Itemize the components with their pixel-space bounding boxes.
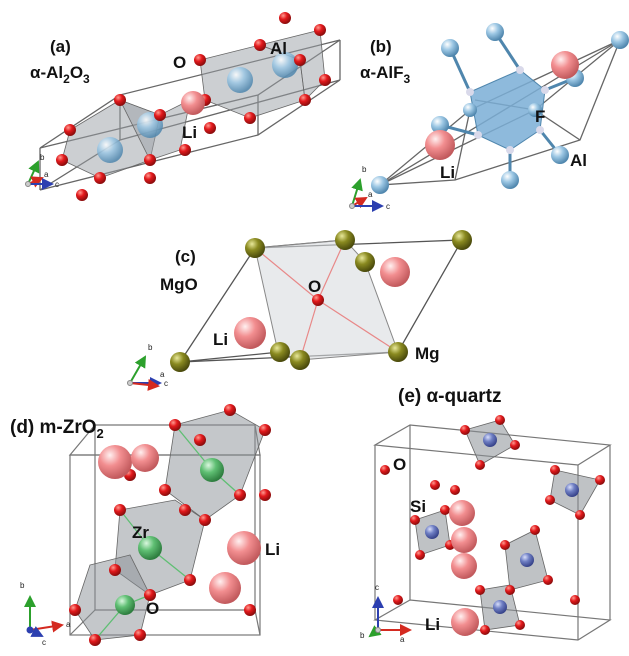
panel-d: (d) m-ZrO2 Zr Li O b a c bbox=[10, 404, 280, 647]
panel-a-tag: (a) bbox=[50, 37, 71, 56]
label-si-e: Si bbox=[410, 497, 426, 516]
axis-triad-a: b a c bbox=[25, 153, 59, 190]
svg-text:c: c bbox=[55, 180, 59, 189]
panel-e: (e) α-quartz O Si Li c a b bbox=[360, 386, 612, 644]
panel-c-formula: MgO bbox=[160, 275, 198, 294]
svg-text:b: b bbox=[40, 153, 45, 162]
label-f-b: F bbox=[535, 107, 545, 126]
svg-text:a: a bbox=[160, 370, 165, 379]
oxygen-atoms-d bbox=[69, 404, 271, 646]
panel-c-tag: (c) bbox=[175, 247, 196, 266]
panel-b-tag: (b) bbox=[370, 37, 392, 56]
panel-e-tag: (e) α-quartz bbox=[398, 386, 502, 407]
li-atoms-d bbox=[98, 444, 261, 604]
svg-text:a: a bbox=[368, 190, 373, 199]
axis-triad-c: b a c bbox=[127, 343, 168, 391]
label-o-d: O bbox=[146, 599, 159, 618]
axis-triad-d: b a c bbox=[20, 581, 71, 647]
axis-triad-e: c a b bbox=[360, 583, 412, 644]
al-atoms-b bbox=[371, 23, 629, 194]
panel-c: (c) MgO O Li Mg b a c bbox=[127, 230, 472, 391]
label-li-c: Li bbox=[213, 330, 228, 349]
al-atoms-a bbox=[97, 52, 298, 163]
label-mg-c: Mg bbox=[415, 344, 440, 363]
zr-atoms-d bbox=[115, 458, 224, 615]
axis-triad-b: b a c bbox=[349, 165, 390, 212]
f-atoms-b bbox=[466, 66, 549, 154]
panel-a: (a) α-Al2O3 O Al Li b a c bbox=[25, 12, 341, 201]
panel-a-formula: α-Al2O3 bbox=[30, 63, 90, 86]
label-al-a: Al bbox=[270, 39, 287, 58]
li-atom-c-left bbox=[234, 317, 266, 349]
svg-text:b: b bbox=[148, 343, 153, 352]
label-al-b: Al bbox=[570, 151, 587, 170]
li-atom-a bbox=[181, 91, 205, 115]
li-atom-c-right bbox=[380, 257, 410, 287]
svg-text:b: b bbox=[362, 165, 367, 174]
label-zr-d: Zr bbox=[132, 523, 149, 542]
svg-text:a: a bbox=[400, 635, 405, 644]
oxygen-atom-c bbox=[312, 294, 324, 306]
panel-b: (b) α-AlF3 F Li Al b a c bbox=[349, 23, 629, 212]
svg-text:b: b bbox=[360, 631, 365, 640]
label-o-e: O bbox=[393, 455, 406, 474]
label-o-c: O bbox=[308, 277, 321, 296]
svg-text:c: c bbox=[386, 202, 390, 211]
label-o-a: O bbox=[173, 53, 186, 72]
li-atom-b-lower bbox=[425, 130, 455, 160]
zro-polyhedra-d bbox=[74, 409, 266, 641]
svg-text:c: c bbox=[42, 638, 46, 647]
li-atoms-e bbox=[449, 500, 479, 636]
unit-cell-e bbox=[373, 424, 612, 641]
oxygen-atoms-e bbox=[380, 415, 605, 635]
svg-text:a: a bbox=[66, 620, 71, 629]
li-atom-b-upper bbox=[551, 51, 579, 79]
mg-o-bonds-c bbox=[254, 239, 399, 361]
svg-text:b: b bbox=[20, 581, 25, 590]
svg-text:c: c bbox=[375, 583, 379, 592]
svg-text:c: c bbox=[164, 379, 168, 388]
mgo-octahedron-c bbox=[254, 239, 399, 361]
oxygen-atoms-a bbox=[56, 12, 331, 201]
label-li-d: Li bbox=[265, 540, 280, 559]
label-li-a: Li bbox=[182, 123, 197, 142]
si-atoms-e bbox=[425, 433, 579, 614]
panel-b-formula: α-AlF3 bbox=[360, 63, 411, 86]
label-li-e: Li bbox=[425, 615, 440, 634]
svg-text:a: a bbox=[44, 170, 49, 179]
panel-d-tag: (d) m-ZrO2 bbox=[10, 417, 104, 441]
label-li-b: Li bbox=[440, 163, 455, 182]
mg-atoms-c bbox=[170, 230, 472, 372]
